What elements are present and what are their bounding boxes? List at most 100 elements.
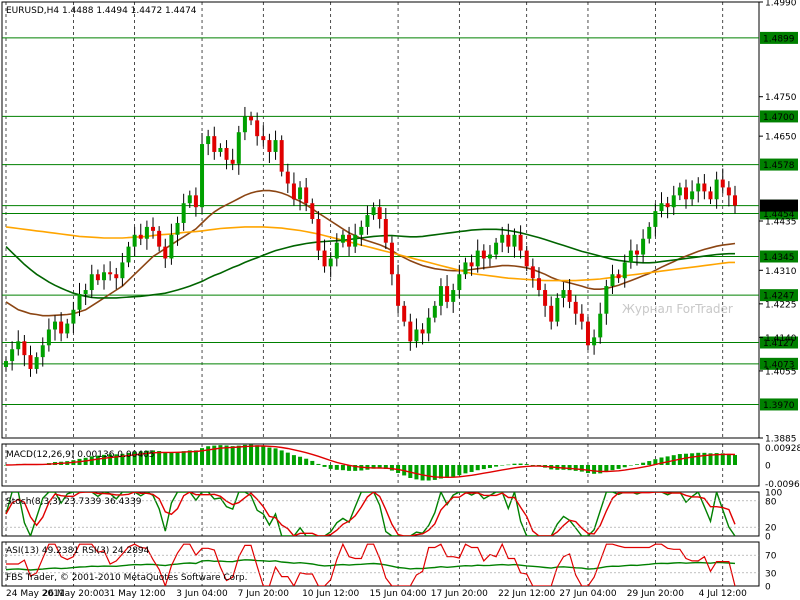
candle-bull [187,195,192,204]
macd-bar [457,465,462,476]
candle-bull [677,187,682,196]
macd-bar [733,454,737,465]
stoch-line [5,492,736,536]
macd-bar [316,463,321,465]
moving-averages [5,189,736,317]
macd-pane-frame [1,443,760,487]
macd-bar [616,465,621,469]
candle-bear [95,274,100,281]
macd-bar [647,461,652,465]
x-tick-label: 22 Jun 12:00 [498,589,555,599]
macd-bar [487,465,492,468]
y-tick-label: 1.4435 [765,217,797,227]
candle-bull [175,222,180,235]
y-tick-label: 1.4310 [765,267,797,277]
macd-bar [230,446,235,465]
candle-bull [83,290,88,294]
macd-bar [249,444,254,465]
macd-bar [598,465,603,474]
macd-bar [200,448,205,465]
x-tick-label: 4 Jul 12:00 [699,589,748,599]
chart-title: EURUSD,H4 1.4488 1.4494 1.4472 1.4474 [6,6,197,16]
level-tag-label: 1.4345 [763,253,795,263]
macd-bar [304,458,309,465]
macd-bar [328,465,333,469]
candle-bull [200,144,205,208]
macd-bar [463,465,468,474]
macd-bar [132,451,137,465]
macd-bar [291,455,296,465]
candle-bear [255,120,260,137]
asi-rsi-label: ASI(13) 49.2381 RSI(3) 24.2894 [6,546,150,556]
candle-bear [249,116,254,121]
macd-bar [702,452,707,465]
moving-average-line [5,189,736,317]
macd-bar [420,465,425,481]
macd-bar [512,463,517,465]
candle-bull [592,337,597,346]
macd-bar [4,465,8,466]
candle-bull [628,250,633,263]
macd-bar [494,465,499,467]
macd-bar [469,465,474,472]
stoch-y-label: 20 [765,524,777,534]
level-tag-label: 1.4247 [763,292,795,302]
candle-bull [457,274,462,291]
macd-bar [340,465,345,471]
macd-bar [653,459,658,465]
macd-bar [102,454,107,465]
candle-bear [304,187,309,204]
candle-bull [463,262,468,275]
price-axis: 1.4990 1.4750 1.4650 1.4435 1.4310 1.4225 1.41… [759,0,800,593]
level-tag-label: 1.4454 [763,210,795,220]
candle-bull [328,258,333,267]
candle-bull [647,226,652,239]
candle-bull [451,290,456,302]
candle-bear [420,329,425,334]
macd-bar [322,465,327,467]
candle-bear [310,203,315,220]
candles [4,106,737,377]
rsi-line [6,542,736,586]
candle-bear [322,250,327,267]
stoch-series [2,492,759,536]
candle-bear [579,313,584,322]
level-tag-label: 1.4073 [763,360,795,370]
level-tag [760,250,798,263]
candle-bear [151,226,156,231]
macd-bar [120,453,125,465]
candle-bear [193,195,198,208]
macd-bar [157,451,162,465]
macd-bar [163,452,168,465]
candle-bull [120,262,125,279]
macd-bar [298,456,303,465]
macd-bar [628,465,633,466]
candle-bull [371,207,376,216]
candle-bear [726,187,731,196]
candle-bull [512,234,517,247]
level-tag [760,110,798,123]
candle-bear [549,305,554,322]
candle-bull [641,238,646,255]
candle-bear [634,250,639,255]
macd-bar [524,464,529,465]
candle-bear [279,140,284,172]
candle-bear [291,183,296,200]
asi-line [5,559,736,571]
candle-bull [426,317,431,334]
macd-bar [426,465,431,481]
candle-bear [506,234,511,247]
macd-bar [451,465,456,477]
macd-bar [481,465,486,470]
watermark: Журнал ForTrader [622,302,733,316]
candle-bull [126,246,131,263]
candle-bear [261,136,266,141]
macd-y-label: 0 [765,462,771,472]
candle-bear [543,290,548,306]
candle-bear [138,234,143,239]
candle-bull [77,293,82,310]
y-tick-label: 1.4140 [765,334,797,344]
